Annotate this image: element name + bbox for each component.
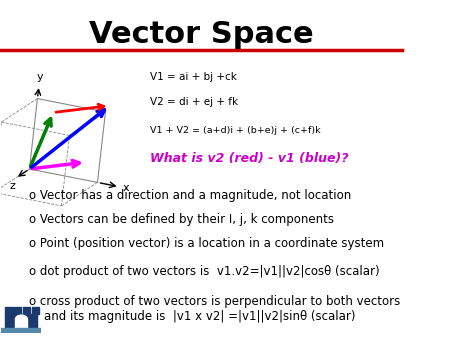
Text: o Point (position vector) is a location in a coordinate system: o Point (position vector) is a location … (29, 237, 385, 250)
Text: Vector Space: Vector Space (89, 20, 314, 49)
Text: V1 = ai + bj +ck: V1 = ai + bj +ck (149, 72, 236, 82)
Text: V1 + V2 = (a+d)i + (b+e)j + (c+f)k: V1 + V2 = (a+d)i + (b+e)j + (c+f)k (149, 126, 320, 135)
Text: o dot product of two vectors is  v1.v2=|v1||v2|cosθ (scalar): o dot product of two vectors is v1.v2=|v… (29, 265, 380, 277)
Text: z: z (9, 181, 16, 191)
Text: o Vectors can be defined by their I, j, k components: o Vectors can be defined by their I, j, … (29, 213, 334, 226)
Text: y: y (36, 72, 43, 82)
Text: V2 = di + ej + fk: V2 = di + ej + fk (149, 97, 238, 107)
Text: o Vector has a direction and a magnitude, not location: o Vector has a direction and a magnitude… (29, 189, 351, 202)
Text: x: x (122, 183, 129, 193)
Text: o cross product of two vectors is perpendicular to both vectors
    and its magn: o cross product of two vectors is perpen… (29, 295, 400, 323)
Text: What is v2 (red) - v1 (blue)?: What is v2 (red) - v1 (blue)? (149, 152, 348, 165)
